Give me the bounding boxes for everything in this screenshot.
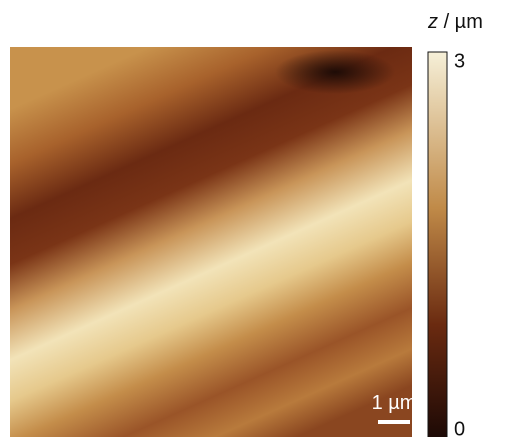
- colorbar-tick-label: 3: [454, 50, 465, 72]
- colorbar-unit: / µm: [444, 11, 483, 33]
- colorbar-symbol: z: [427, 11, 438, 33]
- height-map: [10, 47, 412, 437]
- colorbar: z / µm 03: [427, 11, 483, 442]
- colorbar-label: z / µm: [427, 11, 483, 33]
- scale-bar-label: 1 µm: [372, 392, 417, 414]
- colorbar-tick-label: 0: [454, 418, 465, 437]
- colorbar-scale: [427, 51, 448, 442]
- dark-region: [275, 50, 395, 94]
- afm-image: 1 µm: [10, 47, 416, 437]
- colorbar-ticks: 03: [454, 50, 465, 440]
